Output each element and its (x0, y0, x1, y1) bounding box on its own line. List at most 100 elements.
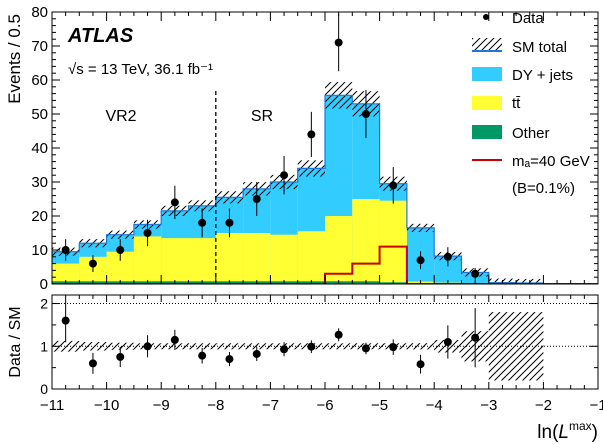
main-y-tick-label: 30 (31, 174, 48, 191)
sm-total-uncertainty-bin (25, 260, 52, 268)
x-tick-label: −4 (426, 397, 443, 414)
data-point (252, 195, 261, 203)
x-tick-label: −6 (316, 397, 333, 414)
x-axis-title-sup: max (569, 419, 592, 433)
ttbar-bar (352, 199, 380, 284)
ratio-point (88, 359, 97, 368)
x-tick-label: −5 (371, 397, 388, 414)
x-axis-title: ln(Lmax) (537, 419, 598, 443)
ratio-point (225, 355, 234, 364)
ttbar-bar (52, 263, 80, 284)
x-tick-label: −7 (262, 397, 279, 414)
main-y-tick-label: 60 (31, 72, 48, 89)
ttbar-bar (188, 238, 216, 284)
x-tick-label: −8 (207, 397, 224, 414)
ratio-point (280, 345, 289, 354)
data-point (116, 246, 125, 254)
main-y-tick-label: 40 (31, 140, 48, 157)
ttbar-bar (297, 231, 325, 284)
data-point (416, 256, 425, 265)
ratio-y-tick-label: 2 (40, 296, 48, 312)
ratio-uncertainty-bin (52, 340, 80, 352)
x-tick-label: −10 (94, 397, 119, 414)
data-point (61, 246, 70, 254)
ttbar-bar (161, 238, 189, 284)
data-point (471, 269, 480, 278)
main-y-tick-label: 80 (31, 4, 48, 21)
main-y-tick-label: 70 (31, 38, 48, 55)
data-point (334, 38, 343, 47)
data-point (443, 252, 452, 261)
ratio-point (389, 343, 398, 352)
x-tick-label: −2 (535, 397, 552, 414)
x-tick-label: −3 (480, 397, 497, 414)
data-point (280, 171, 289, 180)
ratio-points (61, 299, 480, 374)
main-y-axis: 0 10 20 30 40 50 60 70 80 (31, 4, 598, 293)
ratio-y-tick-label: 1 (40, 338, 48, 354)
legend-other-label: Other (512, 125, 550, 142)
main-y-tick-label: 50 (31, 106, 48, 123)
data-point (361, 110, 370, 118)
data-point (307, 130, 316, 139)
legend-dy-jets-label: DY + jets (512, 67, 573, 84)
ratio-point (61, 316, 70, 325)
main-y-tick-label: 20 (31, 208, 48, 225)
data-point (198, 218, 207, 227)
ratio-point (416, 360, 425, 369)
main-y-axis-title: Events / 0.5 (5, 14, 24, 104)
stacked-histogram (52, 95, 544, 284)
ratio-y-axis: 0 1 2 (40, 296, 598, 397)
ratio-point (198, 351, 207, 360)
ttbar-bar (215, 233, 244, 284)
data-point (143, 229, 152, 237)
legend-sm-total-swatch (472, 38, 502, 51)
ratio-point (252, 349, 261, 358)
ttbar-bar (243, 233, 271, 284)
main-y-tick-label: 10 (31, 242, 48, 259)
x-tick-label: −9 (153, 397, 170, 414)
ttbar-bar (379, 200, 407, 284)
x-tick-label: −11 (40, 397, 64, 414)
ratio-uncertainty-bin (325, 343, 353, 350)
legend-ttbar-swatch (472, 96, 502, 110)
ratio-point (443, 338, 452, 346)
legend-ttbar-label: tt̄ (512, 95, 521, 112)
x-axis-title-base: ln( (537, 422, 559, 443)
legend-data-label: Data (512, 10, 544, 27)
x-axis-title-close: ) (592, 422, 598, 443)
ttbar-bar (325, 216, 353, 284)
main-y-tick-label: 0 (40, 276, 48, 293)
ratio-point (143, 342, 152, 351)
ratio-point (334, 330, 343, 339)
ratio-x-axis: −11 −10 −9 −8 −7 −6 −5 −4 −3 −2 −1 (40, 295, 603, 414)
legend-sm-total-label: SM total (512, 39, 567, 56)
ratio-y-tick-label: 0 (40, 381, 48, 397)
energy-label: √s = 13 TeV, 36.1 fb⁻¹ (68, 61, 213, 78)
x-tick-label: −1 (589, 397, 603, 414)
ratio-plot (52, 299, 598, 381)
main-x-ticks (51, 12, 599, 284)
ttbar-bar (270, 234, 298, 284)
ratio-point (116, 352, 125, 361)
ratio-uncertainty-bin (106, 342, 134, 350)
main-plot (25, 13, 598, 284)
x-axis-title-italic: L (558, 422, 569, 443)
data-point (88, 259, 97, 268)
signal-line (52, 245, 598, 284)
legend-dy-jets-swatch (472, 67, 502, 81)
ratio-point (361, 344, 370, 353)
legend-other-swatch (472, 125, 502, 139)
ratio-uncertainty-bin (406, 343, 435, 350)
ratio-point (307, 342, 316, 351)
ratio-uncertainty-bin (79, 342, 107, 351)
region-sr-label: SR (251, 108, 273, 125)
ratio-y-axis-title: Data / SM (7, 306, 24, 377)
region-vr2-label: VR2 (105, 108, 136, 125)
atlas-label: ATLAS (67, 25, 134, 47)
data-point (170, 198, 179, 207)
legend-data-marker (483, 14, 489, 20)
ratio-point (471, 333, 480, 342)
legend: Data SM total DY + jets tt̄ Other mₐ=40 … (472, 10, 590, 197)
